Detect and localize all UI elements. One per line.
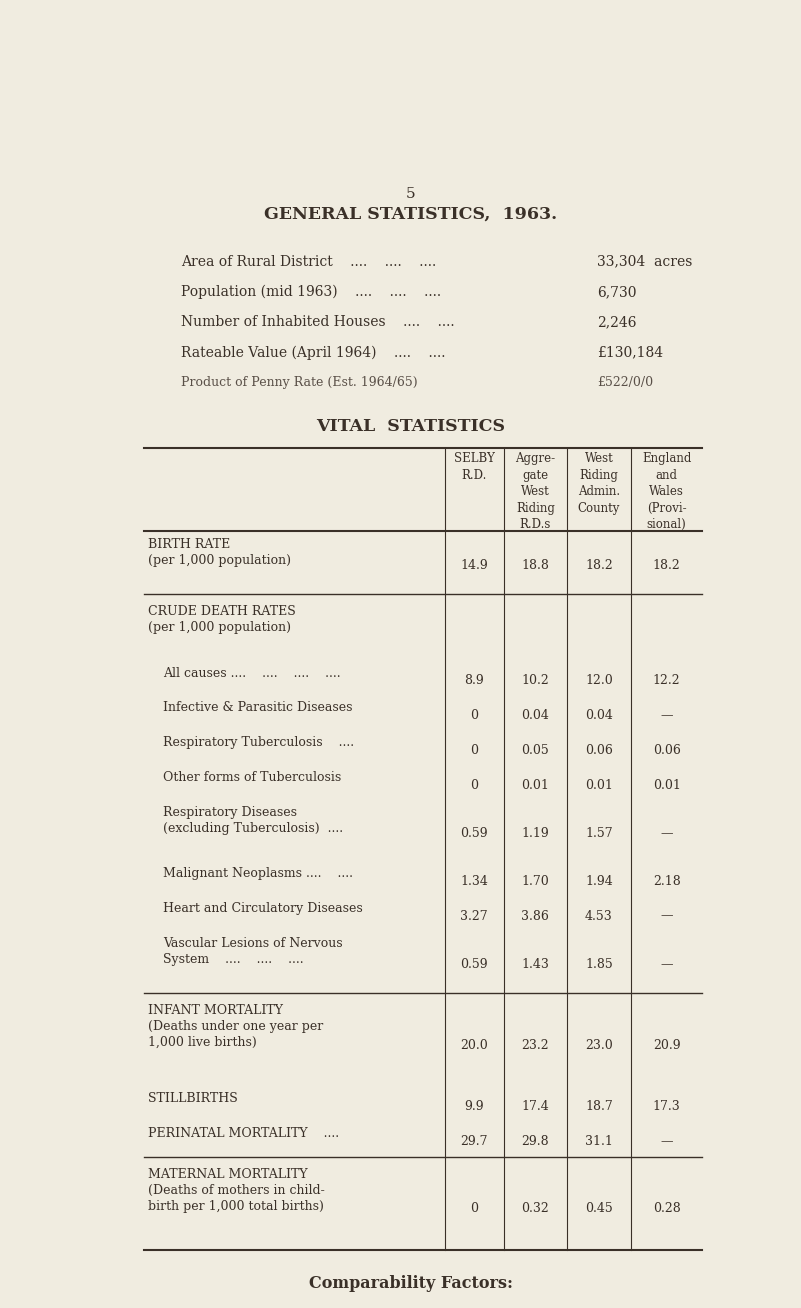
Text: MATERNAL MORTALITY
(Deaths of mothers in child-
birth per 1,000 total births): MATERNAL MORTALITY (Deaths of mothers in… — [148, 1168, 324, 1213]
Text: VITAL  STATISTICS: VITAL STATISTICS — [316, 417, 505, 434]
Text: Product of Penny Rate (Est. 1964/65): Product of Penny Rate (Est. 1964/65) — [181, 375, 417, 388]
Text: 0.59: 0.59 — [461, 827, 488, 840]
Text: 3.86: 3.86 — [521, 909, 549, 922]
Text: BIRTH RATE
(per 1,000 population): BIRTH RATE (per 1,000 population) — [148, 538, 291, 566]
Text: 12.2: 12.2 — [653, 675, 680, 688]
Text: Respiratory Diseases
(excluding Tuberculosis)  ....: Respiratory Diseases (excluding Tubercul… — [163, 806, 344, 835]
Text: 20.0: 20.0 — [461, 1039, 488, 1052]
Text: —: — — [660, 909, 673, 922]
Text: 18.8: 18.8 — [521, 559, 549, 572]
Text: 0.01: 0.01 — [585, 778, 613, 791]
Text: STILLBIRTHS: STILLBIRTHS — [148, 1092, 238, 1105]
Text: 29.8: 29.8 — [521, 1135, 549, 1147]
Text: Vascular Lesions of Nervous
System    ....    ....    ....: Vascular Lesions of Nervous System .... … — [163, 937, 343, 965]
Text: 10.2: 10.2 — [521, 675, 549, 688]
Text: £522/0/0: £522/0/0 — [597, 375, 653, 388]
Text: CRUDE DEATH RATES
(per 1,000 population): CRUDE DEATH RATES (per 1,000 population) — [148, 606, 296, 634]
Text: Other forms of Tuberculosis: Other forms of Tuberculosis — [163, 770, 342, 783]
Text: 0.28: 0.28 — [653, 1202, 681, 1215]
Text: Area of Rural District    ....    ....    ....: Area of Rural District .... .... .... — [181, 255, 436, 268]
Text: Population (mid 1963)    ....    ....    ....: Population (mid 1963) .... .... .... — [181, 285, 441, 300]
Text: —: — — [660, 1135, 673, 1147]
Text: 2.18: 2.18 — [653, 875, 681, 888]
Text: 0: 0 — [470, 1202, 478, 1215]
Text: 0.05: 0.05 — [521, 744, 549, 757]
Text: 1.94: 1.94 — [585, 875, 613, 888]
Text: West
Riding
Admin.
County: West Riding Admin. County — [578, 453, 620, 514]
Text: 0.06: 0.06 — [653, 744, 681, 757]
Text: 12.0: 12.0 — [585, 675, 613, 688]
Text: GENERAL STATISTICS,  1963.: GENERAL STATISTICS, 1963. — [264, 205, 557, 222]
Text: 1.70: 1.70 — [521, 875, 549, 888]
Text: 9.9: 9.9 — [465, 1100, 484, 1113]
Text: Malignant Neoplasms ....    ....: Malignant Neoplasms .... .... — [163, 867, 353, 880]
Text: 0.06: 0.06 — [585, 744, 613, 757]
Text: 1.57: 1.57 — [585, 827, 613, 840]
Text: 0.04: 0.04 — [521, 709, 549, 722]
Text: 3.27: 3.27 — [461, 909, 488, 922]
Text: Comparability Factors:: Comparability Factors: — [308, 1275, 513, 1292]
Text: 33,304  acres: 33,304 acres — [597, 255, 692, 268]
Text: 2,246: 2,246 — [597, 315, 636, 330]
Text: 1.34: 1.34 — [461, 875, 488, 888]
Text: SELBY
R.D.: SELBY R.D. — [453, 453, 494, 481]
Text: 0.04: 0.04 — [585, 709, 613, 722]
Text: 0: 0 — [470, 744, 478, 757]
Text: England
and
Wales
(Provi-
sional): England and Wales (Provi- sional) — [642, 453, 691, 531]
Text: 17.4: 17.4 — [521, 1100, 549, 1113]
Text: 1.43: 1.43 — [521, 957, 549, 971]
Text: 4.53: 4.53 — [585, 909, 613, 922]
Text: 0.45: 0.45 — [585, 1202, 613, 1215]
Text: —: — — [660, 827, 673, 840]
Text: 1.85: 1.85 — [585, 957, 613, 971]
Text: 0.01: 0.01 — [521, 778, 549, 791]
Text: —: — — [660, 957, 673, 971]
Text: PERINATAL MORTALITY    ....: PERINATAL MORTALITY .... — [148, 1127, 339, 1139]
Text: 23.2: 23.2 — [521, 1039, 549, 1052]
Text: £130,184: £130,184 — [597, 345, 663, 360]
Text: —: — — [660, 709, 673, 722]
Text: 1.19: 1.19 — [521, 827, 549, 840]
Text: INFANT MORTALITY
(Deaths under one year per
1,000 live births): INFANT MORTALITY (Deaths under one year … — [148, 1005, 323, 1049]
Text: Heart and Circulatory Diseases: Heart and Circulatory Diseases — [163, 901, 363, 914]
Text: Aggre-
gate
West
Riding
R.D.s: Aggre- gate West Riding R.D.s — [515, 453, 555, 531]
Text: 18.7: 18.7 — [585, 1100, 613, 1113]
Text: 18.2: 18.2 — [653, 559, 681, 572]
Text: 6,730: 6,730 — [597, 285, 636, 298]
Text: 0: 0 — [470, 709, 478, 722]
Text: 18.2: 18.2 — [585, 559, 613, 572]
Text: Number of Inhabited Houses    ....    ....: Number of Inhabited Houses .... .... — [181, 315, 454, 330]
Text: 23.0: 23.0 — [585, 1039, 613, 1052]
Text: Infective & Parasitic Diseases: Infective & Parasitic Diseases — [163, 701, 353, 714]
Text: 17.3: 17.3 — [653, 1100, 681, 1113]
Text: 8.9: 8.9 — [465, 675, 484, 688]
Text: 5: 5 — [405, 187, 416, 201]
Text: 0.32: 0.32 — [521, 1202, 549, 1215]
Text: Rateable Value (April 1964)    ....    ....: Rateable Value (April 1964) .... .... — [181, 345, 445, 360]
Text: 29.7: 29.7 — [461, 1135, 488, 1147]
Text: 0.59: 0.59 — [461, 957, 488, 971]
Text: 31.1: 31.1 — [585, 1135, 613, 1147]
Text: 0: 0 — [470, 778, 478, 791]
Text: 14.9: 14.9 — [461, 559, 488, 572]
Text: 20.9: 20.9 — [653, 1039, 680, 1052]
Text: 0.01: 0.01 — [653, 778, 681, 791]
Text: Respiratory Tuberculosis    ....: Respiratory Tuberculosis .... — [163, 736, 355, 749]
Text: All causes ....    ....    ....    ....: All causes .... .... .... .... — [163, 667, 341, 680]
